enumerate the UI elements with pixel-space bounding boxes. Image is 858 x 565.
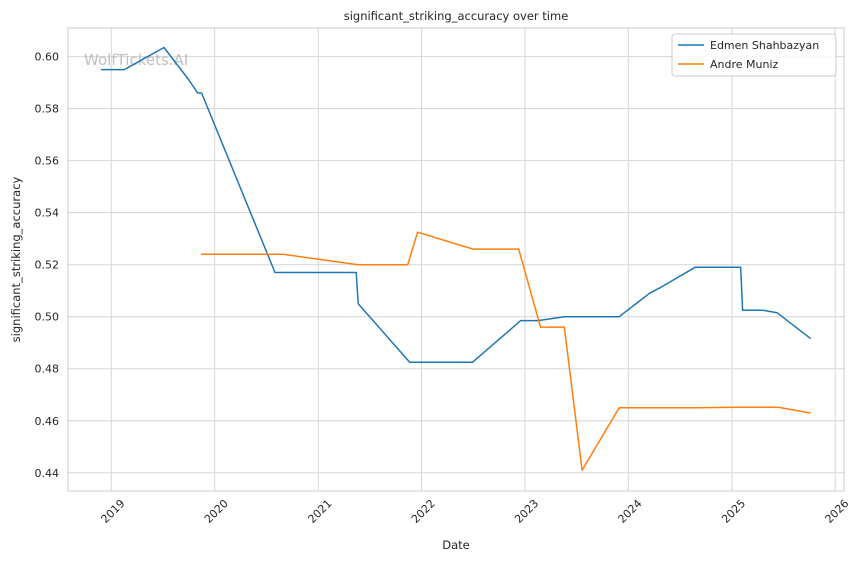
- data-point: [355, 272, 357, 274]
- data-point: [520, 320, 522, 322]
- legend: Edmen Shahbazyan Andre Muniz: [671, 33, 837, 77]
- y-tick-label: 0.50: [35, 311, 60, 324]
- data-point: [696, 407, 698, 409]
- data-point: [188, 79, 190, 81]
- data-point: [417, 231, 419, 233]
- data-point: [409, 361, 411, 363]
- data-point: [809, 337, 811, 339]
- legend-label: Andre Muniz: [710, 58, 779, 71]
- legend-label: Edmen Shahbazyan: [710, 39, 819, 52]
- y-tick-label: 0.56: [35, 155, 60, 168]
- data-point: [274, 272, 276, 274]
- watermark: WolfTickets.AI: [84, 51, 188, 69]
- data-point: [201, 92, 203, 94]
- data-point: [163, 47, 165, 49]
- data-point: [407, 264, 409, 266]
- data-point: [809, 412, 811, 414]
- data-point: [197, 92, 199, 94]
- data-point: [201, 253, 203, 255]
- data-point: [101, 69, 103, 71]
- data-point: [581, 469, 583, 471]
- y-tick-labels: 0.44 0.46 0.48 0.50 0.52 0.54 0.56 0.58 0.60: [35, 51, 60, 480]
- y-tick-label: 0.54: [35, 207, 60, 220]
- data-point: [472, 248, 474, 250]
- data-point: [735, 406, 737, 408]
- data-point: [357, 264, 359, 266]
- y-tick-label: 0.52: [35, 259, 60, 272]
- y-tick-label: 0.46: [35, 415, 60, 428]
- data-point: [776, 312, 778, 314]
- data-point: [540, 326, 542, 328]
- series-line-1: [100, 46, 812, 363]
- data-point: [618, 316, 620, 318]
- series-line-2: [200, 231, 811, 471]
- data-point: [563, 316, 565, 318]
- data-point: [778, 406, 780, 408]
- data-point: [282, 253, 284, 255]
- x-axis-label: Date: [442, 538, 470, 552]
- grid-layer: [68, 28, 844, 491]
- data-point: [740, 267, 742, 269]
- y-tick-label: 0.48: [35, 363, 60, 376]
- data-point: [649, 293, 651, 295]
- data-point: [472, 361, 474, 363]
- plot-frame: [67, 27, 845, 492]
- chart-title: significant_striking_accuracy over time: [344, 9, 569, 23]
- data-point: [694, 267, 696, 269]
- y-axis-label: significant_striking_accuracy: [9, 176, 23, 342]
- data-point: [762, 309, 764, 311]
- legend-box: [671, 33, 837, 77]
- y-tick-label: 0.60: [35, 51, 60, 64]
- data-point: [563, 326, 565, 328]
- series-layer: [100, 46, 812, 471]
- data-point: [659, 287, 661, 289]
- y-tick-label: 0.44: [35, 467, 60, 480]
- data-point: [124, 69, 126, 71]
- y-tick-label: 0.58: [35, 103, 60, 116]
- data-point: [357, 303, 359, 305]
- data-point: [518, 248, 520, 250]
- data-point: [742, 309, 744, 311]
- data-point: [618, 407, 620, 409]
